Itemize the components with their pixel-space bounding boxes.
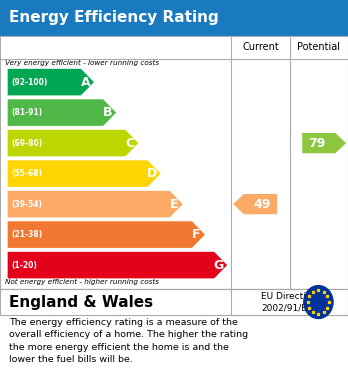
Text: The energy efficiency rating is a measure of the
overall efficiency of a home. T: The energy efficiency rating is a measur… bbox=[9, 318, 248, 364]
Text: (92-100): (92-100) bbox=[11, 77, 48, 87]
Polygon shape bbox=[8, 191, 183, 217]
Text: Energy Efficiency Rating: Energy Efficiency Rating bbox=[9, 11, 219, 25]
Text: F: F bbox=[192, 228, 201, 241]
Text: G: G bbox=[214, 258, 224, 272]
Polygon shape bbox=[233, 194, 277, 214]
Text: 79: 79 bbox=[308, 136, 326, 150]
Text: C: C bbox=[125, 136, 134, 150]
Text: E: E bbox=[170, 197, 179, 211]
Polygon shape bbox=[8, 130, 139, 156]
Polygon shape bbox=[302, 133, 346, 153]
Circle shape bbox=[304, 285, 333, 318]
Bar bbox=[0, 289, 348, 315]
Text: (69-80): (69-80) bbox=[11, 138, 42, 148]
Text: England & Wales: England & Wales bbox=[9, 294, 153, 310]
Polygon shape bbox=[8, 99, 116, 126]
Text: (1-20): (1-20) bbox=[11, 260, 37, 270]
Polygon shape bbox=[8, 221, 205, 248]
Text: Current: Current bbox=[242, 42, 279, 52]
Text: Potential: Potential bbox=[297, 42, 340, 52]
Text: D: D bbox=[147, 167, 157, 180]
Text: A: A bbox=[81, 75, 90, 89]
Text: (55-68): (55-68) bbox=[11, 169, 42, 178]
Text: 49: 49 bbox=[254, 197, 271, 211]
Polygon shape bbox=[8, 69, 94, 95]
Bar bbox=[0, 0, 348, 36]
Text: B: B bbox=[103, 106, 112, 119]
Text: EU Directive
2002/91/EC: EU Directive 2002/91/EC bbox=[261, 292, 317, 312]
Bar bbox=[0, 36, 348, 289]
Text: (21-38): (21-38) bbox=[11, 230, 42, 239]
Polygon shape bbox=[8, 160, 160, 187]
Polygon shape bbox=[8, 252, 227, 278]
Text: (81-91): (81-91) bbox=[11, 108, 42, 117]
Text: (39-54): (39-54) bbox=[11, 199, 42, 209]
Text: Not energy efficient - higher running costs: Not energy efficient - higher running co… bbox=[5, 278, 159, 285]
Text: Very energy efficient - lower running costs: Very energy efficient - lower running co… bbox=[5, 60, 159, 66]
